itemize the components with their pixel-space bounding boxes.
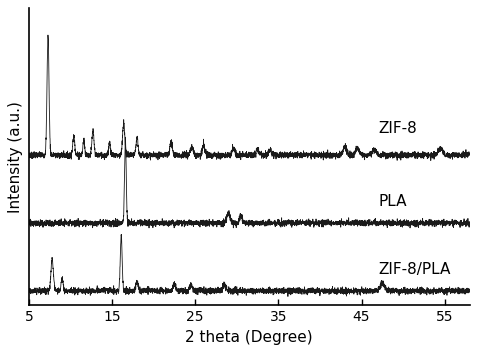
X-axis label: 2 theta (Degree): 2 theta (Degree) [185,330,313,345]
Text: PLA: PLA [378,195,407,209]
Text: ZIF-8: ZIF-8 [378,121,417,136]
Text: ZIF-8/PLA: ZIF-8/PLA [378,262,451,277]
Y-axis label: Intensity (a.u.): Intensity (a.u.) [8,101,23,213]
